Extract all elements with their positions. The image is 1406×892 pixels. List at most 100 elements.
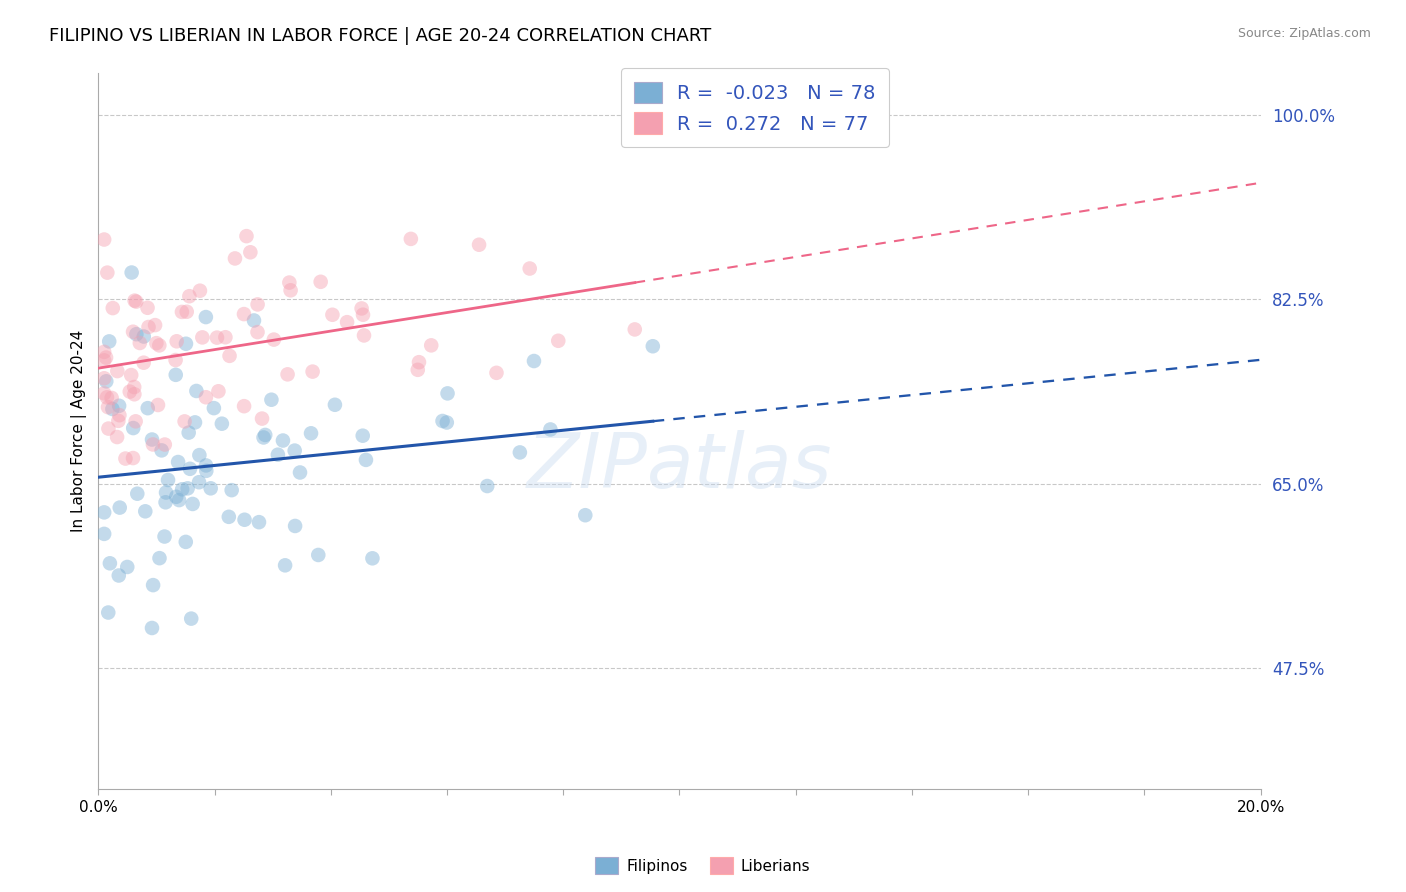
Point bbox=[436, 416, 458, 430]
Point bbox=[179, 462, 201, 476]
Point bbox=[153, 529, 176, 543]
Point bbox=[96, 374, 118, 388]
Point bbox=[122, 325, 145, 339]
Point bbox=[195, 464, 218, 478]
Point bbox=[246, 297, 269, 311]
Point bbox=[538, 422, 561, 436]
Point bbox=[194, 310, 217, 324]
Point bbox=[284, 519, 307, 533]
Point bbox=[307, 548, 329, 562]
Point bbox=[299, 426, 322, 441]
Point bbox=[221, 483, 243, 497]
Point bbox=[145, 336, 167, 351]
Point bbox=[323, 398, 346, 412]
Point bbox=[468, 237, 491, 252]
Point bbox=[124, 387, 146, 401]
Point bbox=[574, 508, 596, 523]
Point bbox=[108, 408, 131, 422]
Point bbox=[117, 560, 139, 574]
Point bbox=[142, 437, 165, 451]
Point bbox=[93, 527, 115, 541]
Point bbox=[485, 366, 508, 380]
Point bbox=[107, 414, 129, 428]
Point bbox=[165, 490, 187, 504]
Point bbox=[166, 334, 188, 349]
Point bbox=[98, 334, 121, 349]
Point bbox=[233, 513, 256, 527]
Point bbox=[406, 363, 429, 377]
Point bbox=[136, 301, 159, 315]
Point bbox=[188, 448, 211, 462]
Point bbox=[420, 338, 443, 352]
Point bbox=[186, 384, 208, 398]
Point bbox=[207, 384, 229, 399]
Point bbox=[188, 475, 211, 490]
Point bbox=[127, 486, 149, 500]
Point bbox=[352, 428, 374, 442]
Point bbox=[120, 368, 142, 382]
Point bbox=[280, 283, 302, 297]
Point bbox=[477, 479, 499, 493]
Point bbox=[179, 289, 201, 303]
Point bbox=[271, 434, 294, 448]
Point bbox=[432, 414, 454, 428]
Point bbox=[165, 353, 187, 368]
Point bbox=[132, 356, 155, 370]
Point bbox=[184, 416, 207, 430]
Point bbox=[233, 399, 256, 413]
Point bbox=[218, 349, 240, 363]
Point bbox=[233, 307, 256, 321]
Point bbox=[243, 313, 266, 327]
Y-axis label: In Labor Force | Age 20-24: In Labor Force | Age 20-24 bbox=[72, 330, 87, 532]
Point bbox=[641, 339, 664, 353]
Point bbox=[263, 333, 285, 347]
Point bbox=[218, 509, 240, 524]
Point bbox=[93, 353, 115, 368]
Point bbox=[93, 371, 115, 385]
Point bbox=[170, 305, 193, 319]
Point bbox=[623, 322, 645, 336]
Point bbox=[180, 612, 202, 626]
Point bbox=[174, 535, 197, 549]
Point bbox=[122, 451, 145, 466]
Point bbox=[146, 398, 169, 412]
Point bbox=[125, 294, 148, 309]
Point bbox=[93, 233, 115, 247]
Point bbox=[167, 493, 190, 508]
Point bbox=[150, 443, 173, 458]
Point bbox=[200, 481, 222, 495]
Point bbox=[519, 261, 541, 276]
Point bbox=[436, 386, 458, 401]
Point bbox=[142, 578, 165, 592]
Point bbox=[254, 428, 277, 442]
Point bbox=[509, 445, 531, 459]
Point bbox=[96, 266, 118, 280]
Point bbox=[155, 495, 177, 509]
Point bbox=[352, 308, 374, 322]
Point bbox=[354, 453, 377, 467]
Point bbox=[153, 437, 176, 451]
Point bbox=[211, 417, 233, 431]
Point bbox=[181, 497, 204, 511]
Point bbox=[267, 448, 290, 462]
Point bbox=[105, 430, 128, 444]
Point bbox=[114, 451, 136, 466]
Point bbox=[124, 293, 146, 308]
Point bbox=[122, 421, 145, 435]
Point bbox=[155, 485, 177, 500]
Point bbox=[214, 330, 236, 344]
Point bbox=[165, 368, 187, 382]
Point bbox=[167, 455, 190, 469]
Point bbox=[97, 606, 120, 620]
Point bbox=[191, 330, 214, 344]
Point bbox=[101, 301, 124, 315]
Point bbox=[118, 384, 141, 399]
Point bbox=[239, 245, 262, 260]
Point bbox=[143, 318, 166, 332]
Point bbox=[97, 421, 120, 435]
Point bbox=[128, 336, 150, 351]
Point bbox=[100, 391, 122, 405]
Point bbox=[224, 252, 246, 266]
Point bbox=[321, 308, 343, 322]
Point bbox=[176, 305, 198, 319]
